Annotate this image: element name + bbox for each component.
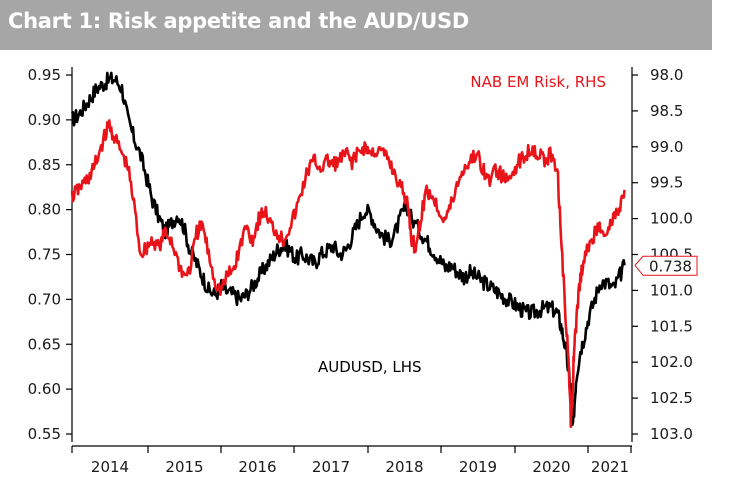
left-axis-tick-label: 0.85	[28, 156, 61, 174]
right-axis-tick-label: 100.0	[650, 210, 693, 228]
series-line-audusd	[70, 71, 626, 427]
series-line-nab-em-risk	[70, 119, 626, 428]
left-axis-tick-label: 0.55	[28, 425, 61, 443]
x-axis-tick-label: 2021	[591, 458, 629, 476]
last-value-label: 0.738	[649, 257, 692, 275]
x-axis-tick-label: 2019	[459, 458, 497, 476]
chart-title-bar: Chart 1: Risk appetite and the AUD/USD	[0, 0, 712, 50]
last-value-callout	[634, 255, 698, 276]
chart-series-layer	[70, 71, 626, 428]
x-axis-tick-label: 2018	[385, 458, 423, 476]
right-axis-tick-label: 98.0	[650, 66, 683, 84]
annotation-nab-em-risk: NAB EM Risk, RHS	[470, 73, 606, 91]
chart-labels-layer: NAB EM Risk, RHS AUDUSD, LHS 0.738	[318, 73, 698, 376]
chart-axes: 0.95 0.90 0.85 0.80 0.75 0.70 0.65 0.60 0.55 98.0…	[28, 66, 693, 476]
x-axis-tick-label: 2017	[312, 458, 350, 476]
chart-title: Chart 1: Risk appetite and the AUD/USD	[8, 9, 469, 33]
left-axis-tick-label: 0.80	[28, 201, 61, 219]
right-axis-tick-label: 103.0	[650, 425, 693, 443]
right-axis-tick-label: 102.5	[650, 389, 693, 407]
right-axis-tick-label: 98.5	[650, 102, 683, 120]
x-axis-tick-label: 2014	[91, 458, 129, 476]
left-axis-tick-label: 0.95	[28, 66, 61, 84]
left-axis-tick-label: 0.75	[28, 246, 61, 264]
right-axis-tick-label: 101.0	[650, 281, 693, 299]
left-axis-tick-label: 0.90	[28, 111, 61, 129]
x-axis-tick-label: 2016	[238, 458, 276, 476]
x-axis-tick-label: 2020	[532, 458, 570, 476]
left-axis-tick-label: 0.60	[28, 380, 61, 398]
right-axis-tick-label: 99.0	[650, 138, 683, 156]
right-axis-tick-label: 102.0	[650, 353, 693, 371]
annotation-audusd: AUDUSD, LHS	[318, 358, 422, 376]
left-axis-tick-label: 0.70	[28, 290, 61, 308]
x-axis-tick-label: 2015	[165, 458, 203, 476]
right-axis-tick-label: 101.5	[650, 317, 693, 335]
right-axis-tick-label: 99.5	[650, 174, 683, 192]
left-axis-tick-label: 0.65	[28, 335, 61, 353]
